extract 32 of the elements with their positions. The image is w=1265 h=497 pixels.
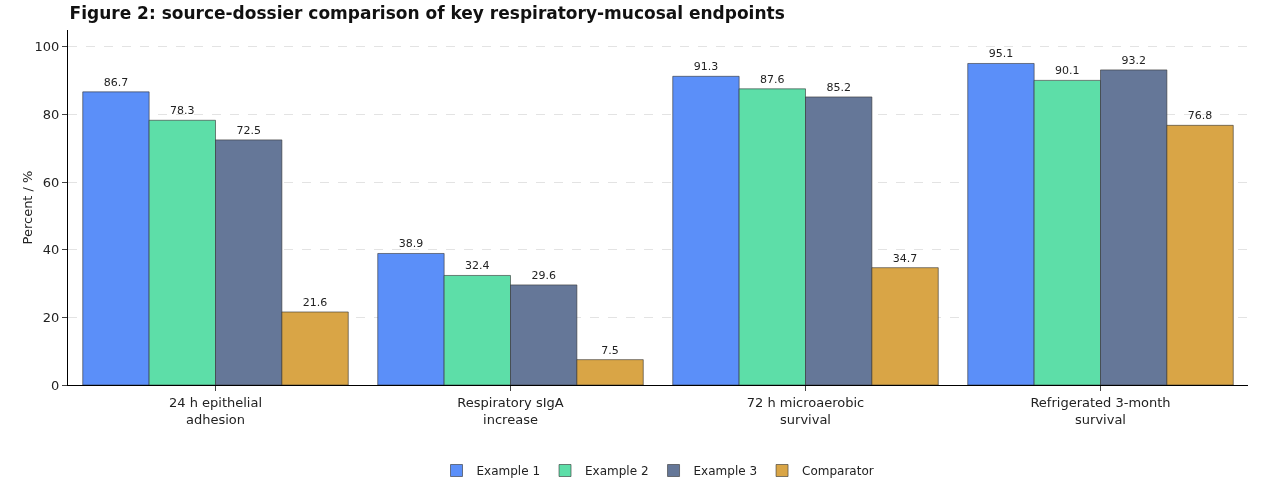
data-label: 86.7 xyxy=(103,75,129,89)
data-label: 29.6 xyxy=(531,268,556,282)
data-label: 21.6 xyxy=(302,295,328,309)
y-tick-label: 0 xyxy=(51,377,60,393)
x-tick-label: Respiratory sIgA increase xyxy=(457,394,564,427)
legend-label: Example 2 xyxy=(585,464,649,479)
data-label: 7.5 xyxy=(601,343,619,357)
data-label: 32.4 xyxy=(465,259,490,273)
data-label: 91.3 xyxy=(693,60,719,74)
data-label: 95.1 xyxy=(988,47,1014,61)
data-label: 87.6 xyxy=(760,72,785,86)
y-tick-label: 80 xyxy=(42,107,60,123)
data-label: 72.5 xyxy=(236,123,261,137)
data-label: 90.1 xyxy=(1055,64,1080,78)
y-tick-label: 40 xyxy=(42,242,60,258)
data-label: 76.8 xyxy=(1187,109,1213,123)
legend-label: Example 1 xyxy=(476,464,541,479)
y-axis-title: Percent / % xyxy=(20,170,35,245)
x-tick-label: Refrigerated 3-month survival xyxy=(1030,394,1171,427)
x-tick-label: 24 h epithelial adhesion xyxy=(168,394,263,427)
y-tick-label: 60 xyxy=(42,174,60,190)
legend-label: Comparator xyxy=(802,464,874,479)
chart-title: Figure 2: source-dossier comparison of key respiratory-mucosal endpoints xyxy=(69,3,785,24)
y-tick-label: 20 xyxy=(42,309,60,325)
x-tick-label: 72 h microaerobic survival xyxy=(746,394,865,427)
data-label: 38.9 xyxy=(398,237,424,251)
data-label: 93.2 xyxy=(1121,53,1146,67)
data-label: 85.2 xyxy=(826,80,851,94)
data-label: 34.7 xyxy=(892,251,918,265)
legend-label: Example 3 xyxy=(693,464,758,479)
data-label: 78.3 xyxy=(170,104,195,118)
y-tick-label: 100 xyxy=(34,39,60,55)
